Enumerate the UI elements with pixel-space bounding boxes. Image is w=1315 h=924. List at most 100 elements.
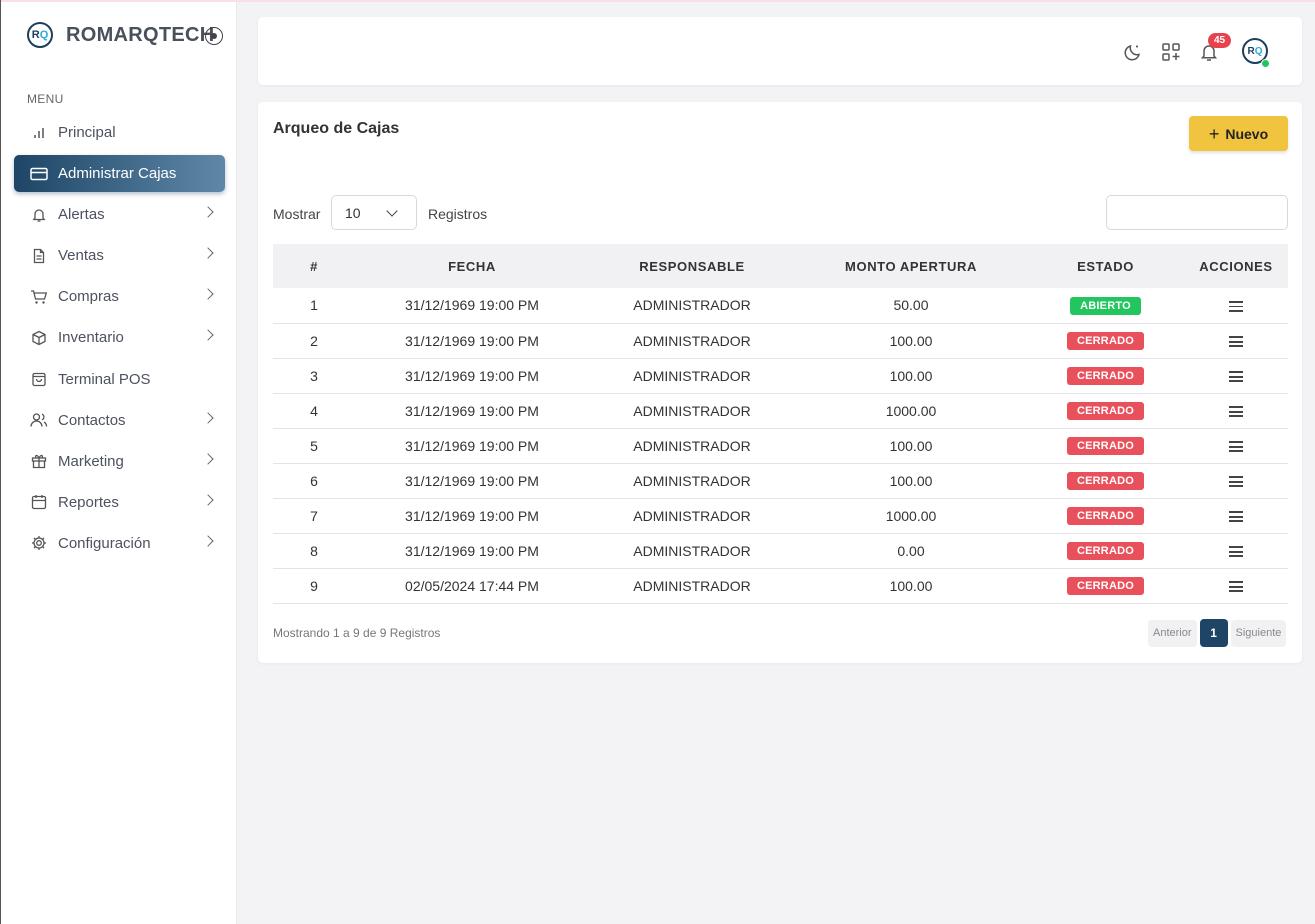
avatar-letter-r: R <box>1247 45 1255 57</box>
menu-icon[interactable] <box>1229 371 1243 383</box>
sidebar-item-label: Principal <box>58 124 116 141</box>
table-row: 1 31/12/1969 19:00 PM ADMINISTRADOR 50.00 AB… <box>273 288 1288 324</box>
sidebar-item-label: Marketing <box>58 452 124 470</box>
row-date: 31/12/1969 19:00 PM <box>355 393 589 429</box>
column-header[interactable]: # <box>310 258 318 274</box>
top-border <box>0 0 1315 2</box>
menu-icon[interactable] <box>1229 406 1243 418</box>
sidebar-item-administrar-cajas[interactable]: Administrar Cajas <box>14 155 225 193</box>
bar-chart-icon <box>30 124 48 142</box>
row-opening-amount: 100.00 <box>795 358 1027 394</box>
sidebar-item-label: Inventario <box>58 329 124 347</box>
chevron-right-icon <box>202 329 214 342</box>
menu-icon[interactable] <box>1229 476 1243 488</box>
page-1-button[interactable]: 1 <box>1199 619 1228 647</box>
sidebar-item-alertas[interactable]: Alertas <box>14 196 225 233</box>
moon-icon[interactable] <box>1122 41 1144 63</box>
sidebar-item-principal[interactable]: Principal <box>14 114 225 151</box>
row-actions-cell <box>1184 463 1288 499</box>
chevron-down-icon <box>386 205 398 217</box>
row-number: 4 <box>273 393 355 429</box>
menu-icon[interactable] <box>1229 511 1243 523</box>
credit-card-icon <box>30 165 48 183</box>
gear-icon <box>30 534 48 552</box>
avatar-letter-q: Q <box>1254 45 1263 57</box>
row-actions-cell <box>1184 428 1288 464</box>
sidebar-item-label: Administrar Cajas <box>58 165 177 183</box>
sidebar-item-label: Ventas <box>58 247 104 265</box>
column-header[interactable]: ACCIONES <box>1199 258 1273 274</box>
previous-page-button[interactable]: Anterior <box>1148 619 1197 647</box>
next-page-button[interactable]: Siguiente <box>1230 619 1287 647</box>
row-status-cell: CERRADO <box>1027 568 1184 604</box>
calendar-icon <box>30 493 48 511</box>
row-actions-cell <box>1184 358 1288 394</box>
row-opening-amount: 1000.00 <box>795 498 1027 534</box>
status-badge: CERRADO <box>1066 437 1144 455</box>
sidebar-item-marketing[interactable]: Marketing <box>14 443 225 480</box>
cart-icon <box>30 288 48 306</box>
row-status-cell: CERRADO <box>1027 463 1184 499</box>
page-size-select[interactable]: 10 <box>331 195 417 230</box>
sidebar-item-compras[interactable]: Compras <box>14 278 225 315</box>
row-responsible: ADMINISTRADOR <box>589 568 795 604</box>
table-header-row: # FECHA RESPONSABLE MONTO APERTURA ESTAD… <box>273 244 1288 288</box>
table-row: 5 31/12/1969 19:00 PM ADMINISTRADOR 100.00 C… <box>273 428 1288 464</box>
sidebar-item-inventario[interactable]: Inventario <box>14 319 225 356</box>
bell-icon <box>30 206 48 224</box>
row-number: 9 <box>273 568 355 604</box>
row-date: 31/12/1969 19:00 PM <box>355 288 589 324</box>
page-size-value: 10 <box>345 204 361 221</box>
column-header[interactable]: MONTO APERTURA <box>845 258 977 274</box>
row-actions-cell <box>1184 288 1288 324</box>
row-number: 8 <box>273 533 355 569</box>
row-date: 31/12/1969 19:00 PM <box>355 463 589 499</box>
records-info: Mostrando 1 a 9 de 9 Registros <box>273 626 441 640</box>
column-header[interactable]: FECHA <box>448 258 496 274</box>
sidebar-item-reportes[interactable]: Reportes <box>14 484 225 521</box>
box-icon <box>30 329 48 347</box>
sidebar-item-contactos[interactable]: Contactos <box>14 402 225 439</box>
row-status-cell: CERRADO <box>1027 533 1184 569</box>
new-button-label: Nuevo <box>1225 125 1269 142</box>
sidebar-item-ventas[interactable]: Ventas <box>14 237 225 274</box>
row-responsible: ADMINISTRADOR <box>589 288 795 324</box>
column-header[interactable]: ESTADO <box>1077 258 1134 274</box>
apps-add-icon[interactable] <box>1160 41 1182 63</box>
row-opening-amount: 0.00 <box>795 533 1027 569</box>
row-status-cell: CERRADO <box>1027 498 1184 534</box>
sidebar-toggle-icon[interactable] <box>205 27 223 45</box>
cash-register-table: # FECHA RESPONSABLE MONTO APERTURA ESTAD… <box>273 244 1288 604</box>
menu-icon[interactable] <box>1229 441 1243 453</box>
row-opening-amount: 1000.00 <box>795 393 1027 429</box>
search-input[interactable] <box>1106 195 1288 230</box>
menu-icon[interactable] <box>1229 336 1243 348</box>
table-row: 8 31/12/1969 19:00 PM ADMINISTRADOR 0.00 CER… <box>273 533 1288 569</box>
sidebar-item-terminal-pos[interactable]: Terminal POS <box>14 361 225 398</box>
brand-logo-letter-r: R <box>31 29 40 41</box>
new-button[interactable]: + Nuevo <box>1189 116 1288 151</box>
column-header[interactable]: RESPONSABLE <box>639 258 745 274</box>
menu-icon[interactable] <box>1229 546 1243 558</box>
row-opening-amount: 100.00 <box>795 568 1027 604</box>
shopping-bag-icon <box>30 370 48 388</box>
sidebar-item-configuracion[interactable]: Configuración <box>14 525 225 562</box>
row-actions-cell <box>1184 498 1288 534</box>
sidebar-item-label: Compras <box>58 288 119 306</box>
menu-title: MENU <box>27 92 64 106</box>
menu-icon[interactable] <box>1229 581 1243 593</box>
menu-icon[interactable] <box>1229 301 1243 313</box>
row-actions-cell <box>1184 393 1288 429</box>
row-opening-amount: 100.00 <box>795 428 1027 464</box>
status-badge: CERRADO <box>1066 402 1144 420</box>
row-responsible: ADMINISTRADOR <box>589 463 795 499</box>
sidebar-nav: Principal Administrar Cajas Alertas Vent… <box>14 114 225 566</box>
online-status-dot <box>1261 59 1270 68</box>
chevron-right-icon <box>202 288 214 301</box>
status-badge: ABIERTO <box>1070 296 1141 315</box>
